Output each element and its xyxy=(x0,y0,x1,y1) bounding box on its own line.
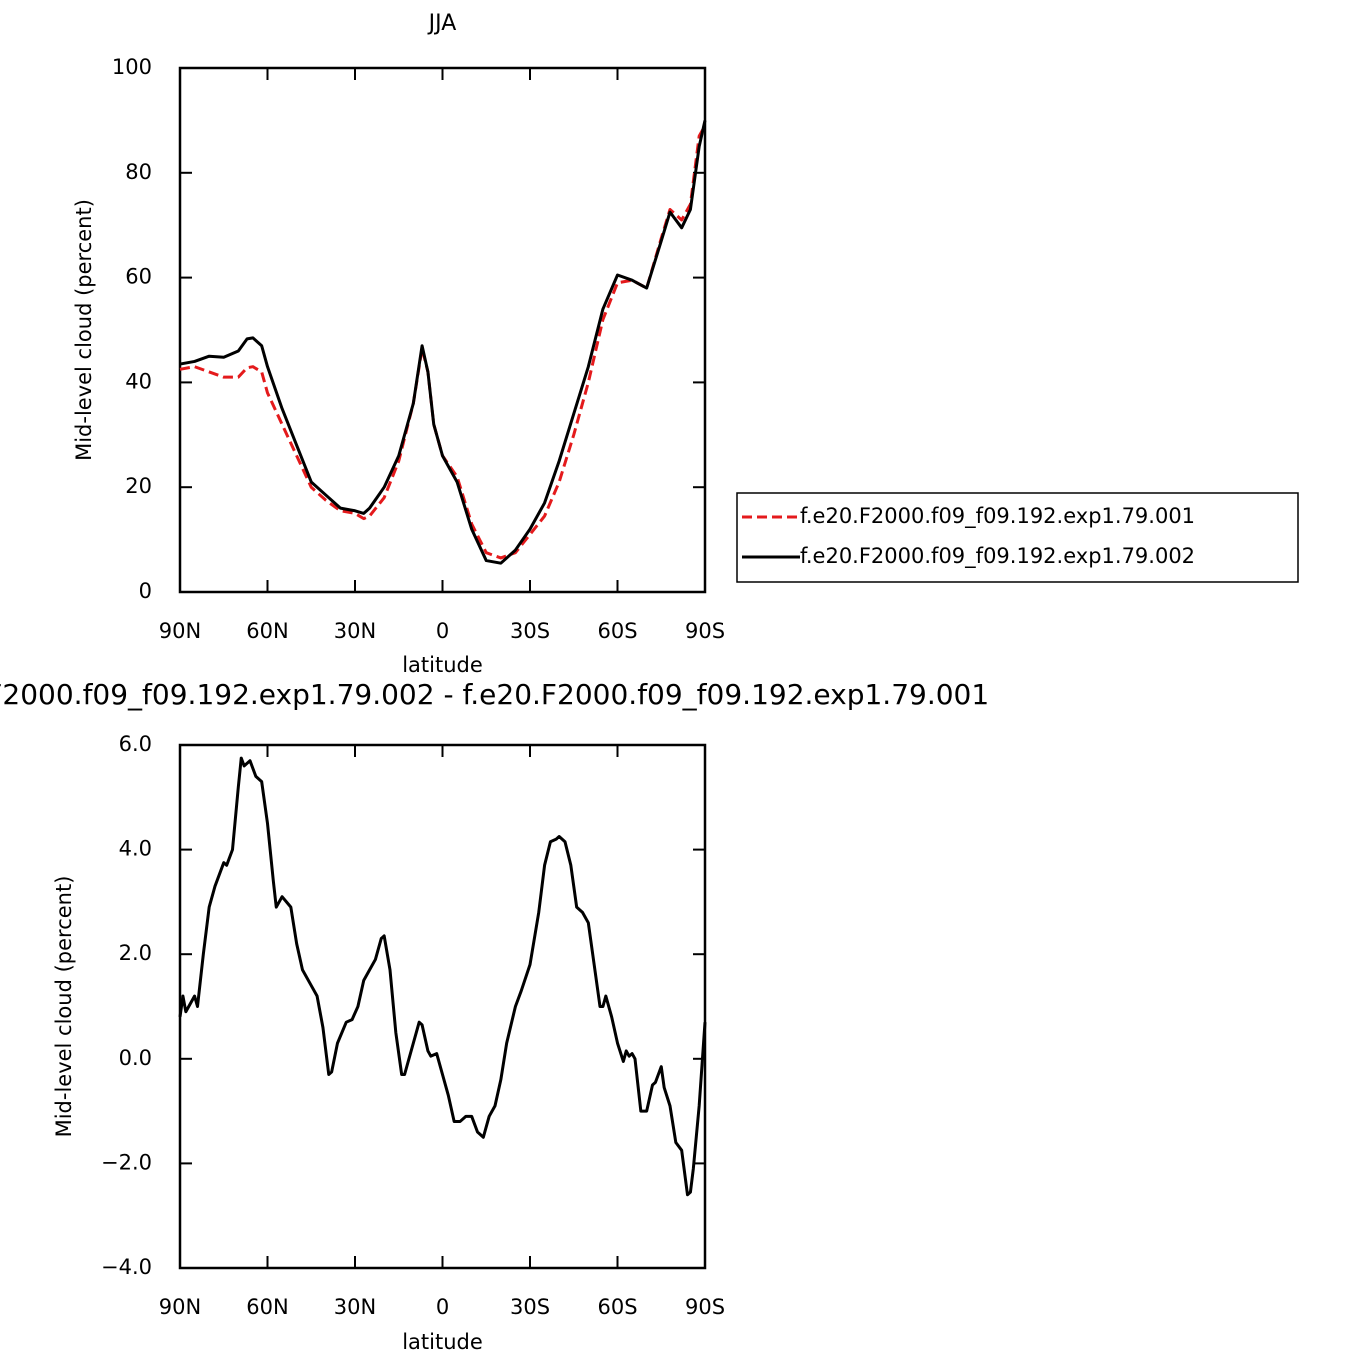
plot-frame xyxy=(178,743,707,1270)
x-tick-label: 60S xyxy=(597,619,637,643)
x-tick-label: 90S xyxy=(685,1295,725,1319)
x-tick-label: 60S xyxy=(597,1295,637,1319)
x-tick-label: 60N xyxy=(246,1295,288,1319)
legend-box xyxy=(736,492,1299,583)
x-tick-label: 90S xyxy=(685,619,725,643)
x-tick-label: 30N xyxy=(334,619,376,643)
y-tick-label: −4.0 xyxy=(101,1255,152,1279)
x-tick-label: 30S xyxy=(510,619,550,643)
y-axis-label: Mid-level cloud (percent) xyxy=(52,876,76,1138)
x-tick-label: 0 xyxy=(436,619,449,643)
x-axis-label: latitude xyxy=(402,1330,483,1354)
legend-label: f.e20.F2000.f09_f09.192.exp1.79.002 xyxy=(800,544,1195,569)
y-tick-label: 40 xyxy=(125,369,152,393)
x-tick-label: 90N xyxy=(159,619,201,643)
data-line xyxy=(179,120,707,565)
data-line xyxy=(178,756,707,1197)
plot-frame xyxy=(178,66,707,594)
y-tick-label: 6.0 xyxy=(119,732,152,756)
y-tick-label: 0 xyxy=(139,579,152,603)
y-tick-label: 60 xyxy=(125,265,152,289)
y-tick-label: 20 xyxy=(125,474,152,498)
chart-title: f.e20.F2000.f09_f09.192.exp1.79.002 - f.… xyxy=(0,678,989,711)
x-tick-label: 90N xyxy=(159,1295,201,1319)
y-tick-label: −2.0 xyxy=(101,1150,152,1174)
x-tick-label: 60N xyxy=(246,619,288,643)
legend-label: f.e20.F2000.f09_f09.192.exp1.79.001 xyxy=(800,504,1195,529)
x-axis-label: latitude xyxy=(402,653,483,677)
y-tick-label: 100 xyxy=(112,55,152,79)
y-axis-label: Mid-level cloud (percent) xyxy=(72,199,96,461)
x-tick-label: 0 xyxy=(436,1295,449,1319)
y-tick-label: 0.0 xyxy=(119,1046,152,1070)
y-tick-label: 80 xyxy=(125,160,152,184)
x-tick-label: 30S xyxy=(510,1295,550,1319)
y-tick-label: 4.0 xyxy=(119,837,152,861)
chart-title: JJA xyxy=(427,11,457,36)
y-tick-label: 2.0 xyxy=(119,941,152,965)
x-tick-label: 30N xyxy=(334,1295,376,1319)
